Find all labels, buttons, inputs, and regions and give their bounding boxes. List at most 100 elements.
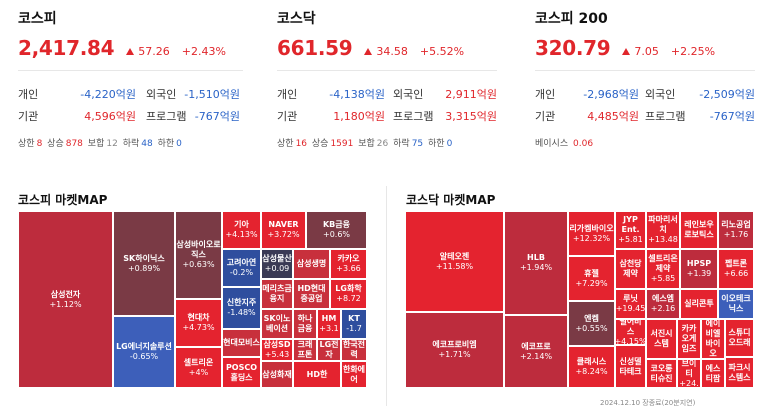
kospi200-title[interactable]: 코스피 200: [535, 11, 608, 27]
treemap-tile[interactable]: LG에너지솔루션 -0.65%: [113, 316, 175, 388]
treemap-tile[interactable]: 삼성바이오로직스 +0.63%: [175, 211, 222, 299]
treemap-tile[interactable]: 신한지주 -1.48%: [222, 287, 261, 329]
treemap-tile[interactable]: 파크시스템스: [725, 357, 754, 388]
treemap-tile[interactable]: HLB +1.94%: [504, 211, 568, 315]
kospi-change: 57.26: [126, 45, 170, 58]
treemap-tile[interactable]: 삼성물산 +0.09: [261, 249, 293, 279]
kosdaq-title[interactable]: 코스닥: [277, 11, 316, 27]
treemap-tile[interactable]: 에이비엘바이오: [701, 319, 725, 359]
treemap-tile[interactable]: 루닛 +19.45: [615, 289, 646, 319]
program-label: 프로그램: [393, 110, 434, 123]
kosdaq-panel[interactable]: 코스닥 661.59 34.58 +5.52% 개인 -4,138억원 외국인 …: [277, 0, 502, 160]
tile-name: 에이비엘바이오: [705, 319, 721, 358]
treemap-tile[interactable]: 하나금융: [293, 309, 317, 339]
treemap-tile[interactable]: LG전자: [317, 339, 341, 361]
treemap-tile[interactable]: 에코프로 +2.14%: [504, 315, 568, 388]
treemap-tile[interactable]: 한화에어: [341, 361, 367, 388]
treemap-tile[interactable]: 카카오 +3.66: [330, 249, 367, 279]
treemap-tile[interactable]: HM +3.1: [317, 309, 341, 339]
treemap-tile[interactable]: SK이노베이션: [261, 309, 293, 339]
treemap-tile[interactable]: KT -1.7: [341, 309, 367, 339]
tile-change: -1.48%: [227, 308, 256, 317]
treemap-tile[interactable]: KB금융 +0.6%: [306, 211, 367, 249]
kospi200-panel[interactable]: 코스피 200 320.79 7.05 +2.25% 개인 -2,968억원 외…: [535, 0, 760, 160]
tile-name: HPSP: [686, 259, 712, 268]
tile-name: 이오테크닉스: [721, 294, 751, 313]
program-label: 프로그램: [645, 110, 686, 123]
treemap-tile[interactable]: 코오롱티슈진: [646, 359, 677, 388]
treemap-tile[interactable]: 휴젤 +7.29%: [568, 256, 615, 301]
treemap-tile[interactable]: 메리츠금융지: [261, 279, 293, 309]
treemap-tile[interactable]: 이오테크닉스: [718, 289, 754, 319]
treemap-tile[interactable]: 현대차 +4.73%: [175, 299, 222, 347]
treemap-tile[interactable]: POSCO홀딩스: [222, 357, 261, 388]
treemap-tile[interactable]: 알테오젠 +11.58%: [405, 211, 504, 312]
treemap-tile[interactable]: 리노공업 +1.76: [718, 211, 754, 249]
treemap-tile[interactable]: NAVER +3.72%: [261, 211, 306, 249]
treemap-tile[interactable]: 삼성SD +5.43: [261, 339, 293, 361]
tile-change: +4.15%: [615, 337, 646, 345]
treemap-tile[interactable]: 브이티 +24.: [677, 359, 701, 388]
kospi200-change: 7.05: [622, 45, 659, 58]
treemap-tile[interactable]: 삼성전자 +1.12%: [18, 211, 113, 388]
tile-change: +0.89%: [127, 263, 161, 273]
treemap-tile[interactable]: 현대모비스: [222, 329, 261, 357]
tile-name: 코오롱티슈진: [650, 363, 673, 383]
tile-name: 리노공업: [721, 220, 751, 229]
treemap-tile[interactable]: 고려아연 -0.2%: [222, 249, 261, 287]
institution-value: 4,485억원: [587, 110, 639, 123]
kosdaq-map-title: 코스닥 마켓MAP: [406, 193, 496, 207]
kosdaq-change: 34.58: [364, 45, 408, 58]
tile-name: 에코프로: [521, 341, 551, 351]
treemap-tile[interactable]: 삼성생명: [293, 249, 330, 279]
treemap-tile[interactable]: 한국전력: [341, 339, 367, 361]
tile-name: LG화학: [335, 284, 362, 293]
treemap-tile[interactable]: 스튜디오드래: [725, 319, 754, 357]
tile-name: 삼천당제약: [619, 259, 642, 278]
tile-name: 한화에어: [342, 364, 366, 384]
treemap-tile[interactable]: 에스티팜: [701, 359, 725, 388]
treemap-tile[interactable]: HD현대중공업: [293, 279, 330, 309]
tile-change: +19.45: [615, 304, 646, 313]
divider: [18, 70, 243, 71]
treemap-tile[interactable]: 리가켐바이오 +12.32%: [568, 211, 615, 256]
treemap-tile[interactable]: 삼성화재: [261, 361, 293, 388]
treemap-tile[interactable]: 서진시스템: [646, 319, 677, 359]
tile-name: 루닛: [623, 294, 638, 303]
treemap-tile[interactable]: SK하이닉스 +0.89%: [113, 211, 175, 316]
treemap-tile[interactable]: HPSP +1.39: [680, 249, 718, 289]
kospi-title[interactable]: 코스피: [18, 11, 57, 27]
treemap-tile[interactable]: 파마리서치 +13.48: [646, 211, 680, 249]
tile-change: +2.14%: [519, 351, 553, 361]
treemap-tile[interactable]: 레인보우로보틱스: [680, 211, 718, 249]
treemap-tile[interactable]: 카카오게임즈: [677, 319, 701, 359]
treemap-tile[interactable]: JYP Ent. +5.81: [615, 211, 646, 249]
treemap-tile[interactable]: 펩트론 +6.66: [718, 249, 754, 289]
treemap-tile[interactable]: LG화학 +8.72: [330, 279, 367, 309]
treemap-tile[interactable]: 펄어비스 +4.15%: [615, 319, 646, 345]
treemap-tile[interactable]: 셀트리온 +4%: [175, 347, 222, 388]
treemap-tile[interactable]: 셀트리온제약 +5.85: [646, 249, 680, 289]
tile-name: 신성델타테크: [619, 356, 642, 376]
institution-label: 기관: [277, 110, 298, 123]
treemap-tile[interactable]: 실리콘투: [680, 289, 718, 319]
treemap-tile[interactable]: 크래프톤: [293, 339, 317, 361]
kospi-panel[interactable]: 코스피 2,417.84 57.26 +2.43% 개인 -4,220억원 외국…: [18, 0, 243, 160]
tile-change: +3.66: [336, 264, 361, 273]
tile-name: 에코프로비엠: [432, 340, 477, 349]
tile-name: 삼성SD: [263, 340, 291, 349]
kospi200-value: 320.79: [535, 36, 611, 60]
treemap-tile[interactable]: 신성델타테크: [615, 345, 646, 388]
tile-name: 실리콘투: [684, 299, 714, 308]
treemap-tile[interactable]: 에스엠 +2.16: [646, 289, 680, 319]
treemap-tile[interactable]: 엔켐 +0.55%: [568, 301, 615, 346]
treemap-tile[interactable]: 삼천당제약: [615, 249, 646, 289]
treemap-tile[interactable]: 에코프로비엠 +1.71%: [405, 312, 504, 388]
tile-name: 삼성생명: [296, 259, 327, 268]
map-divider: [386, 186, 387, 406]
treemap-tile[interactable]: HD한: [293, 361, 341, 388]
treemap-tile[interactable]: 기아 +4.13%: [222, 211, 261, 249]
treemap-tile[interactable]: 클래시스 +8.24%: [568, 346, 615, 388]
tile-name: SK하이닉스: [123, 253, 165, 263]
tile-name: 한국전력: [342, 340, 366, 359]
